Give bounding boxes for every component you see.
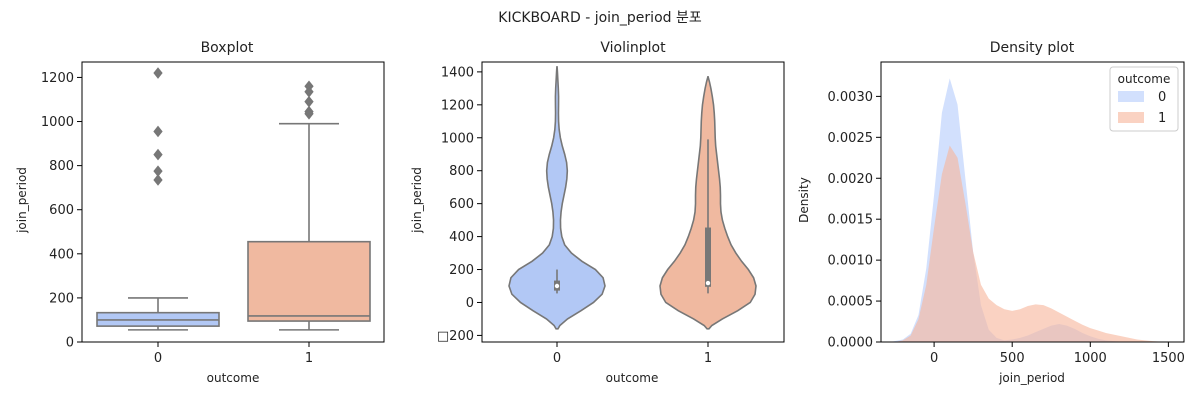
boxplot-ytick-label: 0 (66, 336, 74, 351)
violinplot-title: Violinplot (600, 40, 666, 56)
boxplot-frame (81, 61, 385, 343)
density-xtick-label: 0 (930, 351, 938, 366)
violinplot-ytick-label: 400 (449, 230, 474, 245)
density-legend-swatch-1 (1118, 112, 1144, 123)
density-panel: Density plot join_period Density 0.0000 0… (797, 40, 1185, 385)
violinplot-ytick-label: 200 (449, 263, 474, 278)
density-legend-label-0: 0 (1158, 90, 1166, 105)
violin-median (554, 283, 560, 289)
violinplot-ytick-label: 1200 (441, 98, 474, 113)
violinplot-frame (481, 61, 785, 343)
density-title: Density plot (990, 40, 1075, 56)
box-outlier (153, 174, 163, 186)
box-iqr (247, 240, 371, 322)
density-area-1 (895, 145, 1169, 342)
boxplot-xtick-label: 0 (154, 351, 162, 366)
density-xtick-label: 1500 (1152, 351, 1185, 366)
violinplot-ytick-label: 1000 (441, 131, 474, 146)
boxplot-ylabel: join_period (15, 167, 29, 234)
violinplot-ylabel: join_period (410, 167, 424, 234)
figure-suptitle: KICKBOARD - join_period 분포 (498, 10, 702, 26)
density-frame (880, 61, 1185, 343)
violinplot-ytick-label: 1400 (441, 65, 474, 80)
violinplot-xlabel: outcome (606, 371, 659, 385)
density-ytick-label: 0.0000 (828, 336, 874, 351)
boxplot-ytick-label: 1200 (41, 71, 74, 86)
violinplot-ytick-label: 0 (466, 296, 474, 311)
boxplot-ytick-label: 600 (49, 203, 74, 218)
density-xtick-label: 500 (1000, 351, 1025, 366)
violin-iqr (705, 227, 711, 287)
density-ytick-label: 0.0015 (828, 213, 874, 228)
boxplot-ytick-label: 200 (49, 291, 74, 306)
boxplot-ytick-label: 1000 (41, 115, 74, 130)
density-xlabel: join_period (998, 371, 1065, 385)
box-outlier (153, 125, 163, 138)
box-outlier (304, 108, 314, 120)
density-legend-swatch-0 (1118, 91, 1144, 102)
density-ytick-label: 0.0030 (828, 90, 874, 105)
box-outlier (153, 67, 163, 79)
density-ytick-label: 0.0010 (828, 254, 874, 269)
boxplot-panel: Boxplot outcome join_period 0 200 400 600 80… (15, 40, 385, 385)
boxplot-title: Boxplot (201, 40, 254, 56)
violinplot-xtick-label: 0 (553, 351, 561, 366)
density-ytick-label: 0.0025 (828, 131, 874, 146)
boxplot-ytick-label: 800 (49, 159, 74, 174)
violinplot-ytick-label: 800 (449, 164, 474, 179)
violinplot-xtick-label: 1 (704, 351, 712, 366)
violin-body (508, 66, 606, 330)
density-legend-label-1: 1 (1158, 111, 1166, 126)
violinplot-ytick-label: □200 (437, 329, 474, 344)
violinplot-ytick-label: 600 (449, 197, 474, 212)
violinplot-panel: Violinplot outcome join_period □200 0 200 4… (410, 40, 785, 385)
boxplot-ytick-label: 400 (49, 247, 74, 262)
density-legend-title: outcome (1118, 72, 1171, 86)
box-outlier (304, 95, 314, 108)
box-outlier (153, 148, 163, 161)
boxplot-xtick-label: 1 (305, 351, 313, 366)
density-ytick-label: 0.0005 (828, 295, 874, 310)
density-ylabel: Density (797, 177, 811, 223)
density-xtick-label: 1000 (1074, 351, 1107, 366)
boxplot-xlabel: outcome (207, 371, 260, 385)
density-ytick-label: 0.0020 (828, 172, 874, 187)
violin-median (705, 280, 711, 286)
